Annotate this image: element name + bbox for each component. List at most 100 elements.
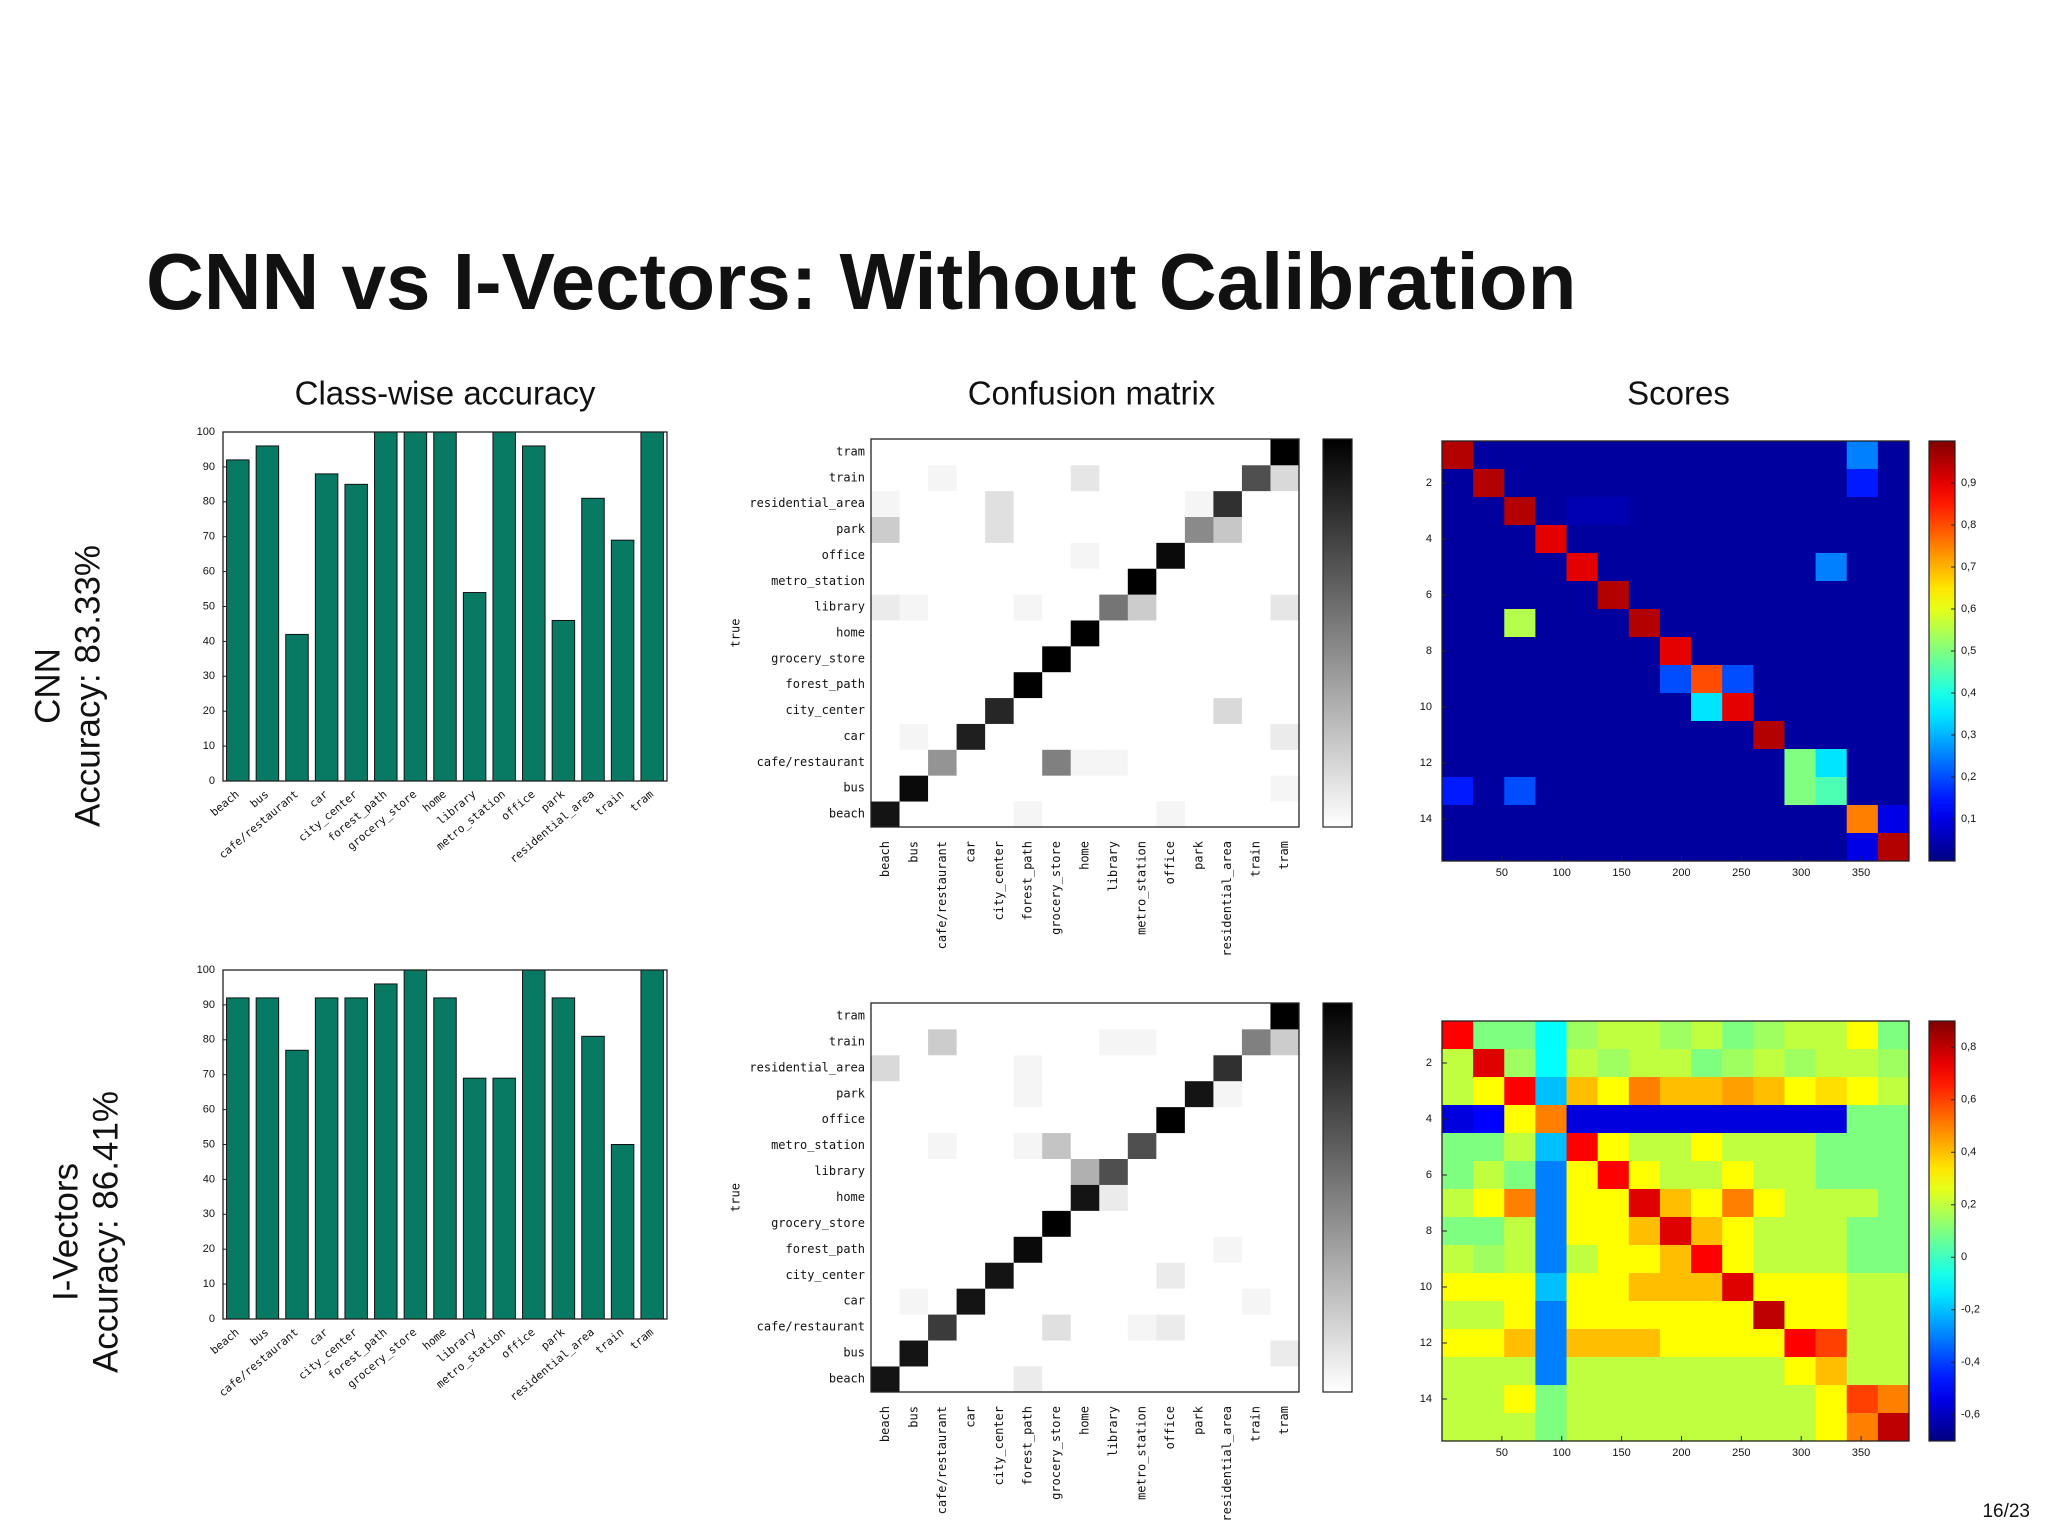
plot-frame xyxy=(222,431,668,782)
matrix-cell xyxy=(1042,801,1072,828)
score-cell xyxy=(1597,1273,1630,1302)
score-cell xyxy=(1691,693,1723,722)
y-tick-label: 4 xyxy=(1426,1113,1432,1125)
score-cell xyxy=(1753,581,1785,610)
score-cell xyxy=(1815,693,1848,722)
y-tick-label: grocery_store xyxy=(771,651,865,665)
matrix-cell xyxy=(928,464,957,492)
score-cell xyxy=(1877,805,1910,834)
bar xyxy=(226,459,250,782)
matrix-cell xyxy=(1070,775,1100,802)
matrix-cell xyxy=(1127,542,1157,569)
matrix-cell xyxy=(1156,464,1186,492)
matrix-cell xyxy=(1042,464,1072,492)
matrix-cell xyxy=(1013,1210,1043,1237)
matrix-cell xyxy=(1213,1236,1243,1263)
x-tick-label: 350 xyxy=(1852,1447,1870,1459)
matrix-cell xyxy=(1213,464,1243,492)
y-tick-label: 20 xyxy=(203,1243,215,1255)
score-cell xyxy=(1722,1133,1754,1162)
bar xyxy=(374,983,398,1320)
score-cell xyxy=(1722,1329,1754,1358)
score-cell xyxy=(1504,749,1536,778)
y-tick-label: 4 xyxy=(1426,533,1432,545)
score-cell xyxy=(1442,1077,1474,1106)
score-cell xyxy=(1628,1105,1661,1134)
matrix-cell xyxy=(1013,594,1043,621)
score-cell xyxy=(1784,1385,1816,1414)
matrix-cell xyxy=(1042,594,1072,621)
matrix-cell xyxy=(1184,1106,1214,1134)
matrix-cell xyxy=(899,1028,929,1056)
matrix-cell xyxy=(1213,1054,1243,1082)
matrix-cell xyxy=(1042,1054,1072,1082)
score-cell xyxy=(1535,553,1567,582)
x-tick-label: beach xyxy=(878,1406,892,1442)
x-tick-label: car xyxy=(963,841,977,863)
matrix-cell xyxy=(1070,516,1100,543)
score-cell xyxy=(1628,1329,1661,1358)
score-cell xyxy=(1597,833,1630,862)
matrix-cell xyxy=(928,671,957,699)
matrix-cell xyxy=(1270,490,1300,517)
matrix-cell xyxy=(1156,1210,1186,1237)
score-cell xyxy=(1815,525,1848,554)
score-cell xyxy=(1691,1077,1723,1106)
y-tick-label: tram xyxy=(836,1008,865,1022)
score-cell xyxy=(1784,1133,1816,1162)
bar xyxy=(640,969,664,1320)
x-tick-label: 150 xyxy=(1612,867,1630,879)
score-cell xyxy=(1784,1021,1816,1050)
matrix-cell xyxy=(1184,1054,1214,1082)
matrix-cell xyxy=(985,1236,1015,1263)
score-cell xyxy=(1628,1245,1661,1274)
matrix-cell xyxy=(1270,1132,1300,1159)
score-cell xyxy=(1691,1105,1723,1134)
matrix-cell xyxy=(1241,1210,1271,1237)
score-cell xyxy=(1691,1245,1723,1274)
score-cell xyxy=(1846,1105,1879,1134)
score-cell xyxy=(1815,609,1848,638)
matrix-cell xyxy=(956,1366,986,1393)
matrix-cell xyxy=(1070,1262,1100,1289)
matrix-cell xyxy=(1127,439,1157,466)
matrix-cell xyxy=(956,1028,986,1056)
matrix-cell xyxy=(1213,568,1243,595)
matrix-cell xyxy=(1184,542,1214,569)
score-cell xyxy=(1504,1217,1536,1246)
colorbar-tick-label: 0,6 xyxy=(1961,603,1976,615)
colorbar-tick-label: 0,5 xyxy=(1961,645,1976,657)
score-cell xyxy=(1784,1273,1816,1302)
matrix-cell xyxy=(1184,1340,1214,1367)
score-cell xyxy=(1659,1273,1692,1302)
score-cell xyxy=(1691,749,1723,778)
matrix-cell xyxy=(1270,1028,1300,1056)
score-cell xyxy=(1722,805,1754,834)
score-cell xyxy=(1753,441,1785,470)
matrix-cell xyxy=(1241,671,1271,699)
x-tick-label: park xyxy=(1192,1405,1206,1435)
matrix-cell xyxy=(1213,1262,1243,1289)
matrix-cell xyxy=(899,801,929,828)
score-cell xyxy=(1753,1245,1785,1274)
plot-frame xyxy=(870,438,1300,828)
matrix-cell xyxy=(1156,1080,1186,1108)
matrix-cell xyxy=(1213,1366,1243,1393)
score-cell xyxy=(1628,1161,1661,1190)
x-tick-label: grocery_store xyxy=(1049,841,1063,935)
matrix-cell xyxy=(1213,490,1243,517)
matrix-cell xyxy=(1099,1288,1129,1315)
score-cell xyxy=(1815,1105,1848,1134)
matrix-cell xyxy=(1213,1132,1243,1159)
score-cell xyxy=(1722,1385,1754,1414)
matrix-cell xyxy=(928,1106,957,1134)
score-cell xyxy=(1597,1021,1630,1050)
matrix-cell xyxy=(956,1314,986,1341)
x-tick-label: metro_station xyxy=(1135,841,1149,935)
matrix-cell xyxy=(1042,1003,1072,1030)
row-name: I-Vectors xyxy=(46,1163,85,1301)
score-cell xyxy=(1815,805,1848,834)
matrix-cell xyxy=(985,1132,1015,1159)
matrix-cell xyxy=(871,1054,900,1082)
score-cell xyxy=(1877,609,1910,638)
